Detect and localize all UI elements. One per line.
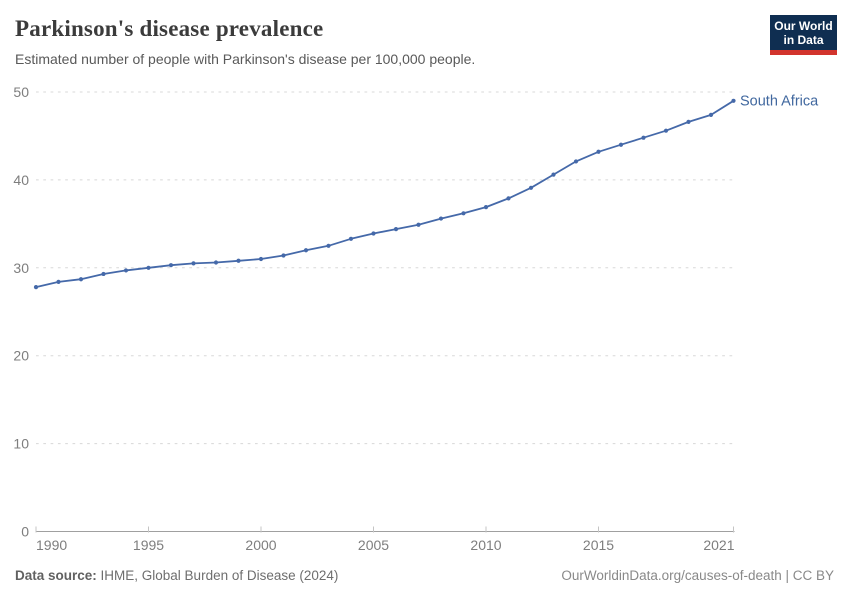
data-point-2012[interactable] [528,185,534,190]
data-point-1991[interactable] [56,279,61,284]
page-title: Parkinson's disease prevalence [15,16,324,41]
owid-logo-text: Our World in Data [770,15,837,50]
data-point-2005[interactable] [371,231,376,236]
data-point-1998[interactable] [213,260,219,265]
data-point-2020[interactable] [708,112,714,117]
data-point-1993[interactable] [101,271,106,277]
data-point-2001[interactable] [281,253,286,258]
data-point-2003[interactable] [326,243,331,248]
data-point-2016[interactable] [618,142,624,147]
y-axis-label-30: 30 [13,260,29,276]
chart-subtitle: Estimated number of people with Parkinso… [15,51,476,67]
data-point-2013[interactable] [551,172,556,177]
series-end-label[interactable]: South Africa [740,93,819,109]
data-point-2019[interactable] [686,119,691,124]
data-point-1990[interactable] [33,285,39,290]
data-point-1994[interactable] [123,268,129,273]
x-axis-label-2021: 2021 [703,537,734,553]
credit-link[interactable]: OurWorldinData.org/causes-of-death | CC … [561,568,834,583]
data-point-2015[interactable] [596,149,601,154]
data-source-text: IHME, Global Burden of Disease (2024) [96,568,339,583]
x-axis-label-2005: 2005 [358,537,389,553]
data-point-2000[interactable] [258,256,264,262]
owid-logo-red-bar [770,50,837,55]
owid-logo-line2: in Data [783,33,824,47]
data-line-south-africa[interactable] [35,99,735,289]
data-point-2010[interactable] [483,205,489,210]
data-point-1996[interactable] [168,263,174,268]
x-axis-label-1990: 1990 [36,537,67,553]
data-point-2008[interactable] [438,216,444,221]
x-axis-label-2000: 2000 [245,537,276,553]
chart-footer: Data source: IHME, Global Burden of Dise… [15,568,834,583]
data-point-2004[interactable] [348,236,354,241]
data-point-1999[interactable] [236,258,241,263]
data-point-2009[interactable] [461,211,466,216]
data-point-1992[interactable] [78,277,84,282]
x-axis-label-2010: 2010 [470,537,501,553]
data-point-2018[interactable] [663,128,669,133]
data-point-2021[interactable] [731,98,736,103]
y-axis-label-40: 40 [13,172,29,188]
data-source-note: Data source: IHME, Global Burden of Dise… [15,568,338,583]
y-axis-label-50: 50 [13,84,29,100]
data-point-2011[interactable] [506,196,511,201]
data-point-2006[interactable] [393,227,399,232]
data-point-2017[interactable] [641,135,646,140]
data-point-2014[interactable] [573,159,579,164]
x-axis-label-1995: 1995 [133,537,164,553]
y-axis-label-10: 10 [13,436,29,452]
data-point-2002[interactable] [303,248,309,253]
data-source-label: Data source: [15,568,97,583]
x-axis-label-2015: 2015 [583,537,614,553]
y-axis-label-20: 20 [13,348,29,364]
data-point-2007[interactable] [416,222,421,227]
data-point-1995[interactable] [146,265,151,270]
data-point-1997[interactable] [191,261,196,266]
owid-logo-line1: Our World [774,19,833,33]
y-axis-label-0: 0 [21,524,29,540]
owid-logo[interactable]: Our World in Data [770,15,837,55]
